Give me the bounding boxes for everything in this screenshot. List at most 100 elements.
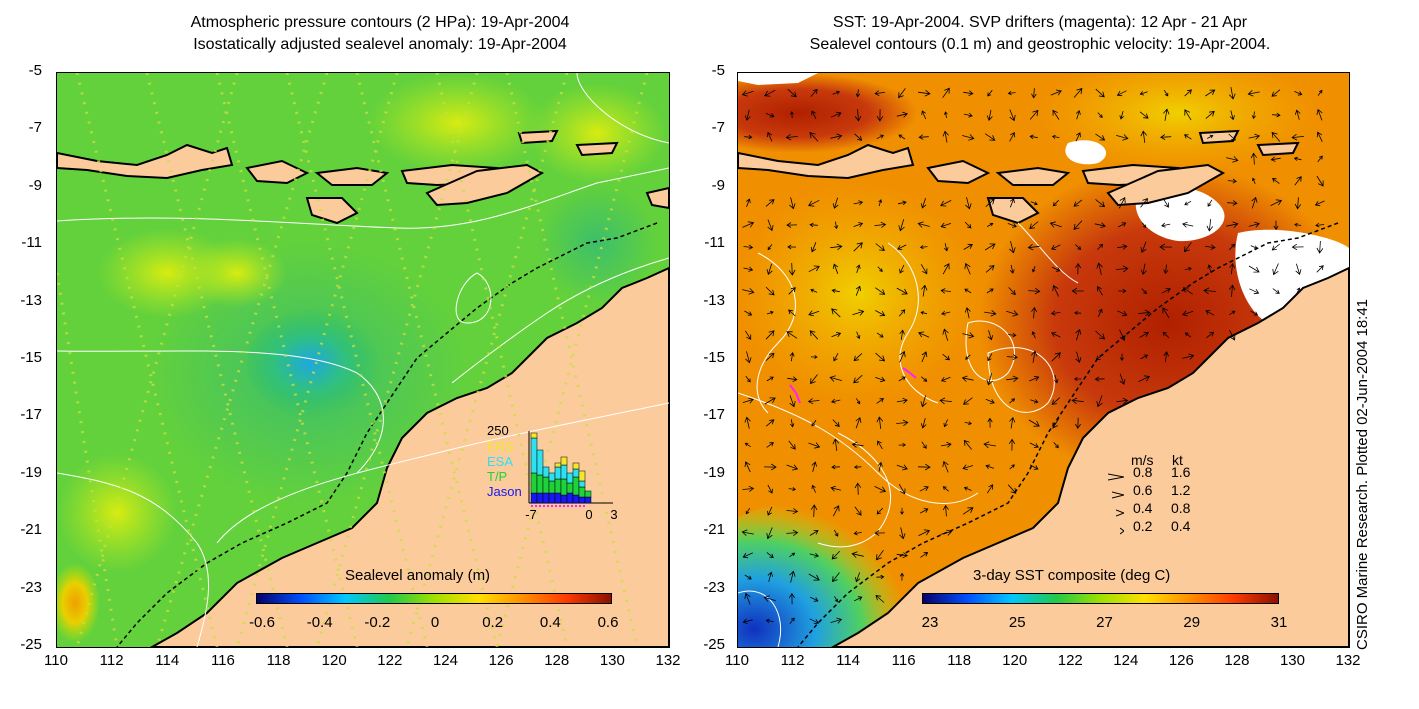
velocity-arrow	[961, 375, 974, 382]
velocity-arrow	[985, 198, 995, 208]
velocity-arrow	[1294, 222, 1302, 227]
velocity-arrow	[1073, 220, 1083, 230]
velocity-arrow	[765, 352, 775, 361]
velocity-arrow	[1205, 89, 1216, 97]
velocity-arrow	[765, 330, 775, 340]
pressure-contour	[57, 472, 209, 647]
velocity-arrow	[765, 199, 775, 207]
velocity-arrow	[744, 310, 753, 316]
speed-legend-arrow-icon	[1111, 486, 1125, 499]
lon-tick-label: 114	[836, 652, 861, 669]
velocity-arrow	[807, 398, 820, 405]
speed-legend-ms: 0.2	[1133, 518, 1153, 534]
inset-bar	[566, 482, 574, 494]
velocity-arrow	[917, 463, 931, 471]
velocity-arrow	[942, 87, 950, 98]
speed-legend-arrow-icon	[1119, 522, 1125, 535]
velocity-arrow	[834, 596, 838, 603]
velocity-arrow	[1008, 332, 1017, 338]
velocity-arrow	[921, 441, 927, 449]
lat-tick-label: -15	[20, 349, 42, 366]
velocity-arrow	[787, 244, 797, 250]
velocity-arrow	[766, 442, 774, 448]
lat-tick-label: -7	[28, 119, 42, 137]
sealevel-map-svg: 250 ERS ESA T/P Jason -7 0 3	[57, 73, 669, 647]
velocity-arrow	[808, 199, 820, 207]
sumba-island	[305, 197, 359, 225]
speed-legend-ms: 0.6	[1133, 482, 1153, 498]
velocity-arrow	[1031, 306, 1038, 319]
velocity-arrow	[1139, 91, 1148, 96]
inset-bar	[572, 462, 580, 470]
velocity-arrow	[896, 111, 908, 118]
velocity-arrow	[875, 376, 886, 383]
shelf-edge-contour	[116, 222, 658, 647]
velocity-arrow	[746, 198, 751, 208]
velocity-arrow	[898, 442, 907, 447]
lon-tick-label: 126	[488, 652, 514, 669]
right-title-line1: SST: 19-Apr-2004. SVP drifters (magenta)…	[832, 14, 1248, 31]
lon-tick-label: 112	[780, 652, 805, 669]
inset-bar	[530, 437, 538, 474]
velocity-arrow	[766, 527, 773, 540]
velocity-arrow	[788, 487, 797, 492]
velocity-arrow	[1054, 375, 1059, 384]
velocity-arrow	[743, 244, 754, 250]
velocity-arrow	[790, 419, 795, 428]
velocity-arrow	[1029, 442, 1039, 448]
speed-legend-kt: 1.2	[1171, 482, 1191, 498]
velocity-arrow	[1139, 111, 1149, 119]
inset-bar	[542, 466, 550, 478]
velocity-arrow	[1161, 222, 1171, 228]
lat-tick-label: -21	[703, 521, 725, 539]
velocity-arrow	[1182, 287, 1193, 295]
velocity-arrow	[1184, 242, 1192, 253]
velocity-arrow	[1095, 330, 1106, 340]
velocity-arrow	[809, 596, 819, 602]
velocity-arrow	[809, 132, 819, 142]
lon-tick-label: 124	[1113, 652, 1139, 669]
velocity-arrow	[1206, 219, 1214, 232]
velocity-arrow	[809, 552, 820, 558]
velocity-arrow	[785, 133, 798, 141]
velocity-arrow	[1094, 376, 1105, 382]
velocity-arrow	[741, 90, 754, 97]
velocity-arrow	[943, 419, 948, 428]
velocity-arrow	[962, 134, 975, 141]
velocity-arrow	[964, 288, 972, 294]
velocity-arrow	[897, 244, 907, 250]
velocity-arrow	[940, 200, 952, 207]
velocity-arrow	[788, 440, 796, 450]
velocity-arrow	[830, 398, 841, 404]
velocity-arrow	[917, 221, 930, 228]
velocity-arrow	[787, 88, 797, 98]
velocity-arrow	[1270, 156, 1281, 162]
velocity-arrow	[1118, 288, 1127, 294]
sealevel-colorbar-title: Sealevel anomaly (m)	[345, 567, 491, 584]
colorbar-tick-label: 0.4	[539, 614, 561, 631]
inset-bar	[578, 480, 586, 488]
speed-legend-ms: 0.8	[1133, 464, 1153, 480]
lon-tick-label: 110	[44, 652, 68, 669]
velocity-arrow	[896, 552, 909, 559]
speed-legend-header-ms: m/s	[1131, 452, 1154, 468]
inset-bar	[560, 456, 568, 466]
velocity-arrow	[918, 134, 929, 140]
speed-legend-kt: 0.4	[1171, 518, 1191, 534]
velocity-arrow	[766, 552, 774, 559]
velocity-arrow	[1052, 284, 1059, 297]
velocity-arrow	[1163, 198, 1169, 208]
lat-tick-label: -25	[703, 636, 725, 653]
velocity-arrow	[851, 441, 864, 448]
velocity-arrow	[809, 330, 819, 340]
velocity-arrow	[1293, 156, 1302, 161]
velocity-arrow	[1051, 332, 1061, 338]
velocity-arrow	[1097, 243, 1104, 250]
velocity-arrow	[1006, 375, 1019, 383]
velocity-arrow	[898, 483, 906, 495]
velocity-arrow	[1159, 243, 1173, 251]
svp-drifter-track	[902, 367, 917, 379]
inset-xtick: 0	[585, 507, 592, 522]
sumba-island	[986, 197, 1040, 225]
velocity-arrow	[921, 110, 927, 120]
